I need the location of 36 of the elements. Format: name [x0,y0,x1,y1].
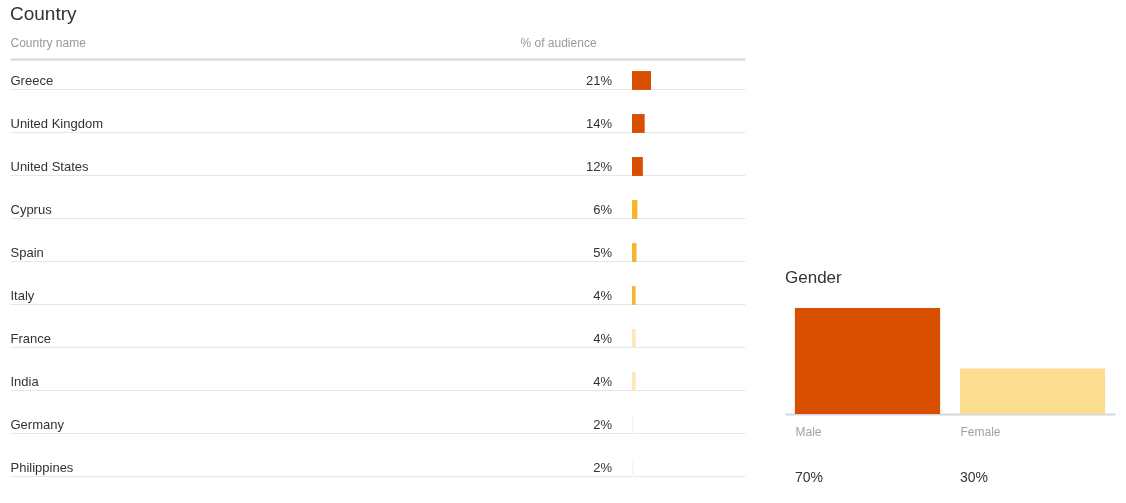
y-tick-label: France [10,330,51,346]
data-label: 70% [794,469,823,485]
x-tick-label: Male [795,424,822,439]
bar [632,372,636,391]
y-tick-label: United Kingdom [10,115,103,131]
y-tick-label: Spain [10,244,44,260]
x-axis-title: % of audience [520,35,597,50]
data-label: 4% [593,287,613,303]
x-tick-label: Female [960,424,1001,439]
text: Country [10,3,78,24]
bar [632,71,651,90]
y-tick-label: Italy [10,287,35,303]
data-label: 2% [593,416,613,432]
data-label: 21% [585,72,613,88]
data-label: 2% [593,459,613,475]
y-tick-label: Greece [10,72,54,88]
bar [632,243,637,262]
y-tick-label: Germany [10,416,65,432]
data-label: 6% [593,201,613,217]
y-tick-label: Philippines [10,459,74,475]
y-tick-label: India [10,373,40,389]
bar [632,114,645,133]
y-axis-title: Country name [10,35,87,50]
chart-title: Gender [785,268,843,287]
data-label: 30% [959,469,988,485]
bar [632,329,636,348]
bar [632,157,643,176]
data-label: 4% [593,330,613,346]
data-label: 4% [593,373,613,389]
data-label: 5% [593,244,613,260]
data-label: 12% [585,158,613,174]
y-tick-label: United States [10,158,90,174]
bar [632,286,636,305]
data-label: 14% [585,115,613,131]
bar [632,200,638,219]
y-tick-label: Cyprus [10,201,53,217]
